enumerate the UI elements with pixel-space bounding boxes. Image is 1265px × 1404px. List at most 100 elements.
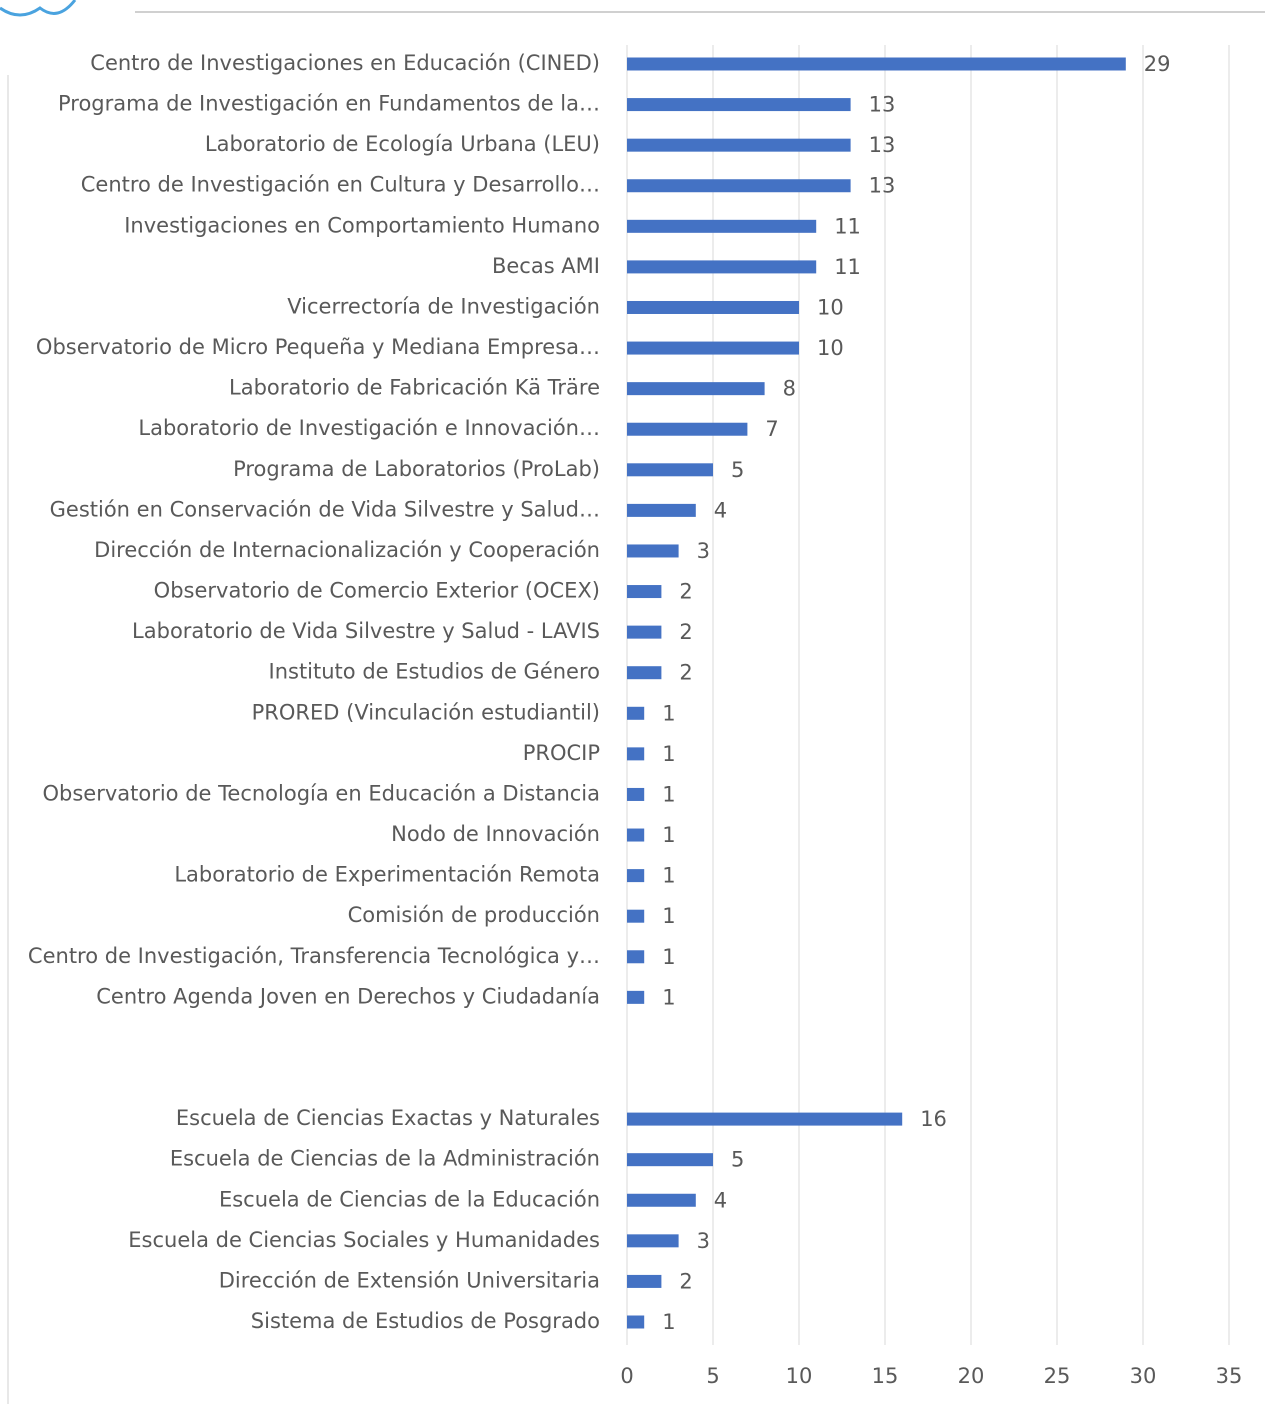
data-label: 2 xyxy=(679,620,692,644)
y-tick-label: Comisión de producción xyxy=(348,903,600,927)
data-label: 1 xyxy=(662,1310,675,1334)
x-tick-label: 5 xyxy=(706,1364,719,1388)
bar xyxy=(627,1274,662,1288)
bar xyxy=(627,219,817,233)
y-tick-label: Dirección de Extensión Universitaria xyxy=(219,1268,600,1292)
y-tick-label: Programa de Investigación en Fundamentos… xyxy=(58,92,600,116)
y-tick-label: PROCIP xyxy=(523,741,600,765)
y-tick-label: Nodo de Innovación xyxy=(391,822,600,846)
data-label: 1 xyxy=(662,945,675,969)
y-tick-label: Centro de Investigación en Cultura y Des… xyxy=(81,173,600,197)
y-tick-label: Investigaciones en Comportamiento Humano xyxy=(124,213,600,237)
bar xyxy=(627,585,662,599)
x-tick-label: 20 xyxy=(958,1364,985,1388)
x-tick-label: 35 xyxy=(1216,1364,1243,1388)
bar xyxy=(627,382,765,396)
bar xyxy=(627,1193,696,1207)
data-label: 1 xyxy=(662,701,675,725)
y-tick-label: PRORED (Vinculación estudiantil) xyxy=(252,700,600,724)
data-label: 5 xyxy=(731,1148,744,1172)
data-label: 1 xyxy=(662,823,675,847)
data-label: 2 xyxy=(679,580,692,604)
x-tick-label: 30 xyxy=(1130,1364,1157,1388)
data-label: 10 xyxy=(817,295,844,319)
bar xyxy=(627,869,645,883)
data-label: 1 xyxy=(662,985,675,1009)
bar xyxy=(627,706,645,720)
y-tick-label: Escuela de Ciencias Sociales y Humanidad… xyxy=(128,1228,600,1252)
bar xyxy=(627,260,817,274)
data-label: 13 xyxy=(869,133,896,157)
bar xyxy=(627,503,696,517)
bar xyxy=(627,179,851,193)
bar xyxy=(627,1234,679,1248)
bar xyxy=(627,544,679,558)
data-label: 11 xyxy=(834,214,861,238)
bar xyxy=(627,341,799,355)
bar xyxy=(627,98,851,112)
bar xyxy=(627,666,662,680)
bar xyxy=(627,625,662,639)
data-label: 1 xyxy=(662,904,675,928)
data-label: 13 xyxy=(869,174,896,198)
x-tick-label: 25 xyxy=(1044,1364,1071,1388)
bar xyxy=(627,747,645,761)
y-tick-label: Laboratorio de Fabricación Kä Träre xyxy=(229,376,600,400)
bar xyxy=(627,138,851,152)
data-label: 2 xyxy=(679,1269,692,1293)
data-label: 11 xyxy=(834,255,861,279)
bar xyxy=(627,990,645,1004)
data-label: 4 xyxy=(714,498,727,522)
bar xyxy=(627,909,645,923)
bar xyxy=(627,828,645,842)
data-label: 5 xyxy=(731,458,744,482)
y-tick-label: Laboratorio de Investigación e Innovació… xyxy=(138,416,600,440)
data-label: 10 xyxy=(817,336,844,360)
y-tick-label: Gestión en Conservación de Vida Silvestr… xyxy=(50,497,600,521)
y-tick-label: Centro de Investigación, Transferencia T… xyxy=(28,944,600,968)
bar xyxy=(627,950,645,964)
bar xyxy=(627,1315,645,1329)
x-tick-label: 15 xyxy=(872,1364,899,1388)
x-tick-label: 10 xyxy=(786,1364,813,1388)
y-tick-label: Observatorio de Tecnología en Educación … xyxy=(42,781,600,805)
bar xyxy=(627,1112,903,1126)
y-tick-label: Escuela de Ciencias de la Administración xyxy=(170,1147,600,1171)
data-label: 16 xyxy=(920,1107,947,1131)
logo-fragment xyxy=(0,0,77,17)
y-tick-label: Laboratorio de Ecología Urbana (LEU) xyxy=(205,132,600,156)
data-label: 1 xyxy=(662,864,675,888)
y-tick-label: Instituto de Estudios de Género xyxy=(269,660,601,684)
data-label: 4 xyxy=(714,1188,727,1212)
bar xyxy=(627,463,713,477)
data-label: 1 xyxy=(662,742,675,766)
bar xyxy=(627,57,1126,71)
x-tick-label: 0 xyxy=(620,1364,633,1388)
y-tick-label: Sistema de Estudios de Posgrado xyxy=(251,1309,600,1333)
y-tick-label: Programa de Laboratorios (ProLab) xyxy=(233,457,600,481)
data-label: 29 xyxy=(1144,52,1171,76)
data-label: 7 xyxy=(765,417,778,441)
y-tick-label: Escuela de Ciencias Exactas y Naturales xyxy=(176,1106,600,1130)
y-tick-label: Becas AMI xyxy=(492,254,600,278)
data-label: 2 xyxy=(679,661,692,685)
y-tick-label: Vicerrectoría de Investigación xyxy=(287,294,600,318)
y-tick-label: Observatorio de Comercio Exterior (OCEX) xyxy=(154,579,600,603)
bar xyxy=(627,787,645,801)
bar xyxy=(627,300,799,314)
bar xyxy=(627,422,748,436)
y-tick-label: Dirección de Internacionalización y Coop… xyxy=(94,538,600,562)
y-tick-label: Laboratorio de Vida Silvestre y Salud - … xyxy=(132,619,600,643)
y-tick-label: Laboratorio de Experimentación Remota xyxy=(174,863,600,887)
bar xyxy=(627,1153,713,1167)
data-label: 13 xyxy=(869,93,896,117)
y-tick-label: Escuela de Ciencias de la Educación xyxy=(219,1187,600,1211)
y-tick-label: Observatorio de Micro Pequeña y Mediana … xyxy=(36,335,600,359)
data-label: 1 xyxy=(662,782,675,806)
y-tick-label: Centro de Investigaciones en Educación (… xyxy=(90,51,600,75)
data-label: 3 xyxy=(697,1229,710,1253)
y-tick-label: Centro Agenda Joven en Derechos y Ciudad… xyxy=(96,984,600,1008)
data-label: 8 xyxy=(783,377,796,401)
data-label: 3 xyxy=(697,539,710,563)
